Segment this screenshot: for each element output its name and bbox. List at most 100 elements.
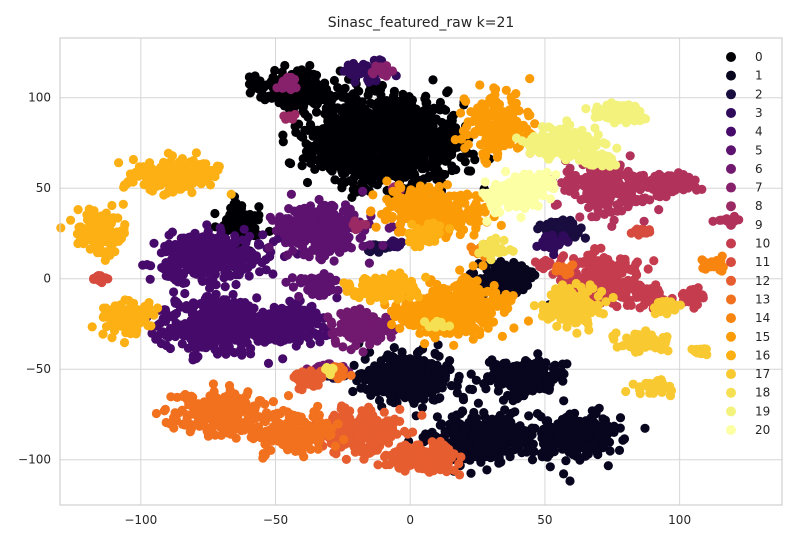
data-point <box>452 410 461 419</box>
data-point <box>545 450 554 459</box>
data-point <box>279 327 288 336</box>
data-point <box>407 144 416 153</box>
data-point <box>318 147 327 156</box>
data-point <box>330 175 339 184</box>
data-point <box>298 332 307 341</box>
data-point <box>289 301 298 310</box>
data-point <box>335 243 344 252</box>
data-point <box>231 280 240 289</box>
data-point <box>169 258 178 267</box>
data-point <box>359 124 368 133</box>
data-point <box>339 169 348 178</box>
data-point <box>238 247 247 256</box>
data-point <box>596 199 605 208</box>
data-point <box>470 155 479 164</box>
data-point <box>298 309 307 318</box>
data-point <box>460 425 469 434</box>
data-point <box>391 362 400 371</box>
data-point <box>565 410 574 419</box>
data-point <box>455 372 464 381</box>
data-point <box>420 94 429 103</box>
data-point <box>640 217 649 226</box>
data-point <box>204 227 213 236</box>
data-point <box>359 117 368 126</box>
data-point <box>236 298 245 307</box>
data-point <box>287 190 296 199</box>
data-point <box>571 227 580 236</box>
data-point <box>453 388 462 397</box>
data-point <box>473 438 482 447</box>
data-point <box>210 209 219 218</box>
data-point <box>595 431 604 440</box>
data-point <box>645 195 654 204</box>
data-point <box>636 171 645 180</box>
data-point <box>575 426 584 435</box>
data-point <box>397 104 406 113</box>
data-point <box>256 76 265 85</box>
data-point <box>581 234 590 243</box>
data-point <box>248 249 257 258</box>
data-point <box>299 250 308 259</box>
data-point <box>460 439 469 448</box>
data-point <box>328 122 337 131</box>
data-point <box>254 211 263 220</box>
data-point <box>252 319 261 328</box>
data-point <box>401 368 410 377</box>
data-point <box>419 395 428 404</box>
data-point <box>380 363 389 372</box>
data-point <box>579 181 588 190</box>
data-point <box>266 213 275 222</box>
data-point <box>492 419 501 428</box>
data-point <box>342 114 351 123</box>
data-point <box>138 261 147 270</box>
data-point <box>426 124 435 133</box>
data-point <box>403 122 412 131</box>
data-point <box>423 133 432 142</box>
data-point <box>320 226 329 235</box>
data-point <box>306 339 315 348</box>
data-point <box>536 412 545 421</box>
data-point <box>278 354 287 363</box>
data-point <box>313 99 322 108</box>
data-point <box>527 424 536 433</box>
data-point <box>537 369 546 378</box>
data-point <box>230 307 239 316</box>
data-point <box>407 100 416 109</box>
data-point <box>565 476 574 485</box>
data-point <box>398 353 407 362</box>
data-point <box>691 176 700 185</box>
data-point <box>502 427 511 436</box>
data-point <box>640 424 649 433</box>
data-point <box>432 385 441 394</box>
data-point <box>180 289 189 298</box>
data-point <box>192 246 201 255</box>
data-point <box>499 396 508 405</box>
data-point <box>615 446 624 455</box>
data-point <box>246 88 255 97</box>
data-point <box>397 146 406 155</box>
data-point <box>616 413 625 422</box>
data-point <box>364 146 373 155</box>
data-point <box>235 322 244 331</box>
data-point <box>561 435 570 444</box>
data-point <box>500 405 509 414</box>
data-point <box>366 240 375 249</box>
data-point <box>359 347 368 356</box>
data-point <box>294 96 303 105</box>
data-point <box>350 219 359 228</box>
data-point <box>331 336 340 345</box>
data-point <box>358 165 367 174</box>
data-point <box>305 90 314 99</box>
data-point <box>484 435 493 444</box>
data-point <box>176 321 185 330</box>
data-point <box>398 90 407 99</box>
data-point <box>188 355 197 364</box>
data-point <box>330 76 339 85</box>
data-point <box>264 359 273 368</box>
data-point <box>264 243 273 252</box>
data-point <box>565 164 574 173</box>
data-point <box>209 253 218 262</box>
data-point <box>330 328 339 337</box>
data-point <box>655 176 664 185</box>
